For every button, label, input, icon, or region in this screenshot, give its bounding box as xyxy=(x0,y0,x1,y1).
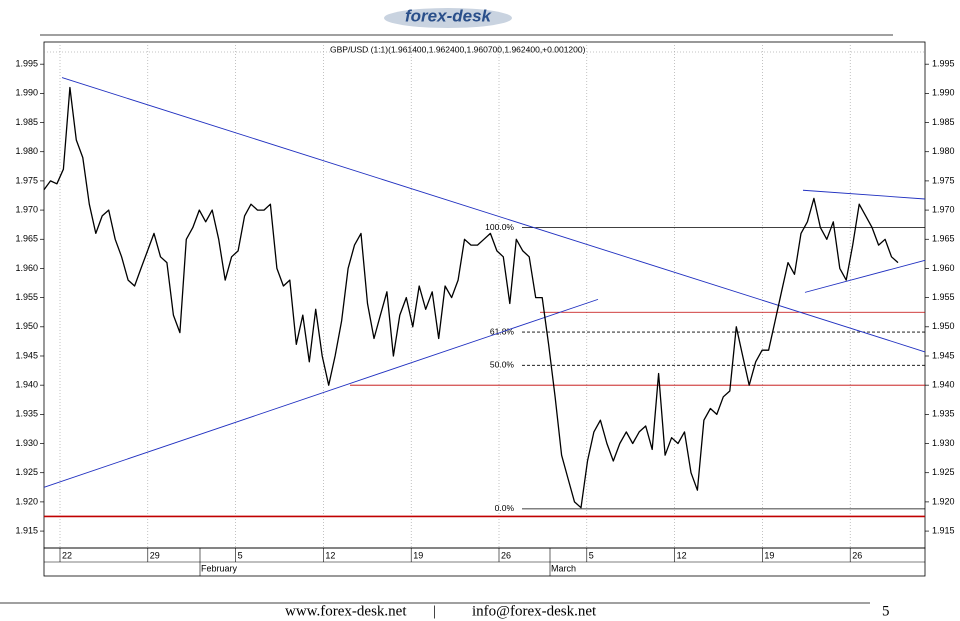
y-tick-label: 1.970 xyxy=(15,204,38,214)
y-tick-label: 1.960 xyxy=(15,263,38,273)
price-line xyxy=(43,86,899,509)
y-tick-label: 1.990 xyxy=(15,88,38,98)
y-tick-label: 1.965 xyxy=(15,234,38,244)
y-tick-label: 1.985 xyxy=(15,117,38,127)
fib-label: 50.0% xyxy=(490,360,515,370)
x-tick-label: 5 xyxy=(238,550,243,560)
y-tick-label-right: 1.985 xyxy=(932,117,955,127)
footer-separator: | xyxy=(433,603,436,619)
y-tick-label: 1.955 xyxy=(15,292,38,302)
y-tick-label-right: 1.965 xyxy=(932,234,955,244)
y-tick-label-right: 1.955 xyxy=(932,292,955,302)
y-tick-label-right: 1.915 xyxy=(932,525,955,535)
y-tick-label-right: 1.935 xyxy=(932,409,955,419)
page-number: 5 xyxy=(882,603,890,619)
y-tick-label-right: 1.990 xyxy=(932,88,955,98)
y-tick-label-right: 1.940 xyxy=(932,380,955,390)
y-tick-label-right: 1.980 xyxy=(932,146,955,156)
logo: forex-desk xyxy=(405,6,493,25)
x-tick-label: 12 xyxy=(677,550,687,560)
y-tick-label-right: 1.960 xyxy=(932,263,955,273)
x-tick-label: 26 xyxy=(501,550,511,560)
fib-label: 100.0% xyxy=(485,222,514,232)
trendline xyxy=(61,77,926,353)
fib-label: 61.8% xyxy=(490,326,515,336)
y-tick-label-right: 1.970 xyxy=(932,204,955,214)
y-tick-label-right: 1.920 xyxy=(932,496,955,506)
y-tick-label: 1.945 xyxy=(15,350,38,360)
y-tick-label: 1.975 xyxy=(15,175,38,185)
footer-email: info@forex-desk.net xyxy=(472,603,597,619)
trendline xyxy=(804,259,926,293)
y-tick-label: 1.980 xyxy=(15,146,38,156)
y-tick-label: 1.995 xyxy=(15,59,38,69)
y-tick-label: 1.950 xyxy=(15,321,38,331)
y-tick-label-right: 1.950 xyxy=(932,321,955,331)
y-tick-label: 1.940 xyxy=(15,380,38,390)
chart-title: GBP/USD (1:1)(1.961400,1.962400,1.960700… xyxy=(330,44,586,54)
y-tick-label: 1.930 xyxy=(15,438,38,448)
y-tick-label-right: 1.945 xyxy=(932,350,955,360)
y-tick-label-right: 1.975 xyxy=(932,175,955,185)
x-tick-label: 26 xyxy=(852,550,862,560)
x-tick-label: 19 xyxy=(764,550,774,560)
footer-website: www.forex-desk.net xyxy=(285,603,407,619)
y-tick-label: 1.925 xyxy=(15,467,38,477)
y-tick-label-right: 1.925 xyxy=(932,467,955,477)
y-tick-label: 1.920 xyxy=(15,496,38,506)
logo-swoosh xyxy=(384,8,512,28)
x-tick-label: 12 xyxy=(325,550,335,560)
x-tick-label: 29 xyxy=(150,550,160,560)
y-tick-label: 1.915 xyxy=(15,525,38,535)
x-tick-label: 22 xyxy=(62,550,72,560)
y-tick-label-right: 1.995 xyxy=(932,59,955,69)
month-label: February xyxy=(201,563,238,573)
fib-label: 0.0% xyxy=(495,503,515,513)
y-tick-label-right: 1.930 xyxy=(932,438,955,448)
month-label: March xyxy=(551,563,576,573)
y-tick-label: 1.935 xyxy=(15,409,38,419)
plot-frame xyxy=(43,41,926,549)
trendline xyxy=(802,189,926,200)
x-tick-label: 19 xyxy=(413,550,423,560)
trendline xyxy=(43,298,599,488)
x-tick-label: 5 xyxy=(589,550,594,560)
